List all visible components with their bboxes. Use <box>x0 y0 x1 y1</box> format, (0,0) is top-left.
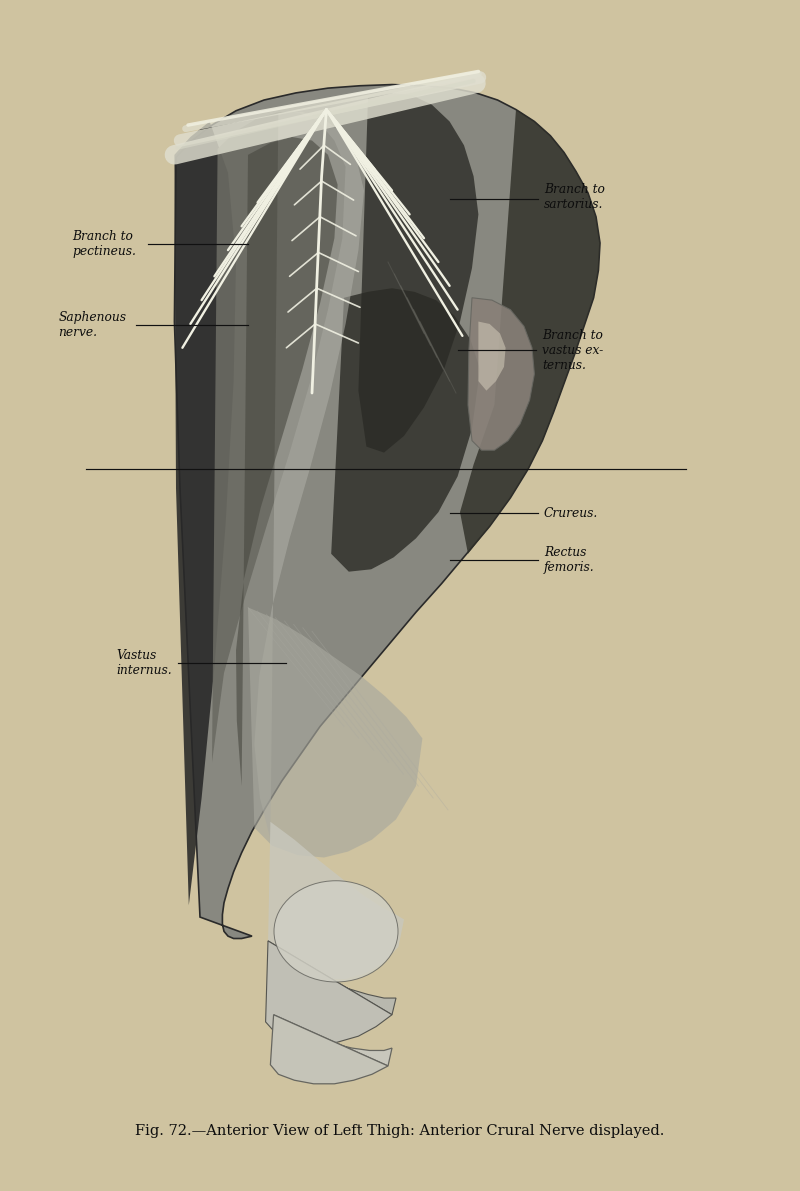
Polygon shape <box>468 298 534 450</box>
Polygon shape <box>254 112 364 840</box>
Polygon shape <box>478 322 506 391</box>
Polygon shape <box>274 1015 392 1066</box>
Text: Rectus
femoris.: Rectus femoris. <box>544 545 594 574</box>
Text: Vastus
internus.: Vastus internus. <box>116 649 172 678</box>
Polygon shape <box>331 288 480 572</box>
Text: Saphenous
nerve.: Saphenous nerve. <box>58 311 126 339</box>
Text: Branch to
vastus ex-
ternus.: Branch to vastus ex- ternus. <box>542 329 604 372</box>
Text: Crureus.: Crureus. <box>544 507 598 519</box>
Ellipse shape <box>274 881 398 981</box>
Polygon shape <box>460 110 600 554</box>
Text: Fig. 72.—Anterior View of Left Thigh: Anterior Crural Nerve displayed.: Fig. 72.—Anterior View of Left Thigh: An… <box>135 1124 665 1139</box>
Polygon shape <box>174 121 236 905</box>
Polygon shape <box>270 1015 388 1084</box>
Polygon shape <box>212 112 346 762</box>
Polygon shape <box>236 137 338 786</box>
Text: Branch to
pectineus.: Branch to pectineus. <box>72 230 136 258</box>
Polygon shape <box>268 941 396 1015</box>
Polygon shape <box>248 607 422 858</box>
Polygon shape <box>358 93 478 453</box>
Polygon shape <box>266 941 392 1046</box>
Text: Branch to
sartorius.: Branch to sartorius. <box>544 182 605 211</box>
Polygon shape <box>174 85 600 939</box>
Polygon shape <box>268 822 404 979</box>
